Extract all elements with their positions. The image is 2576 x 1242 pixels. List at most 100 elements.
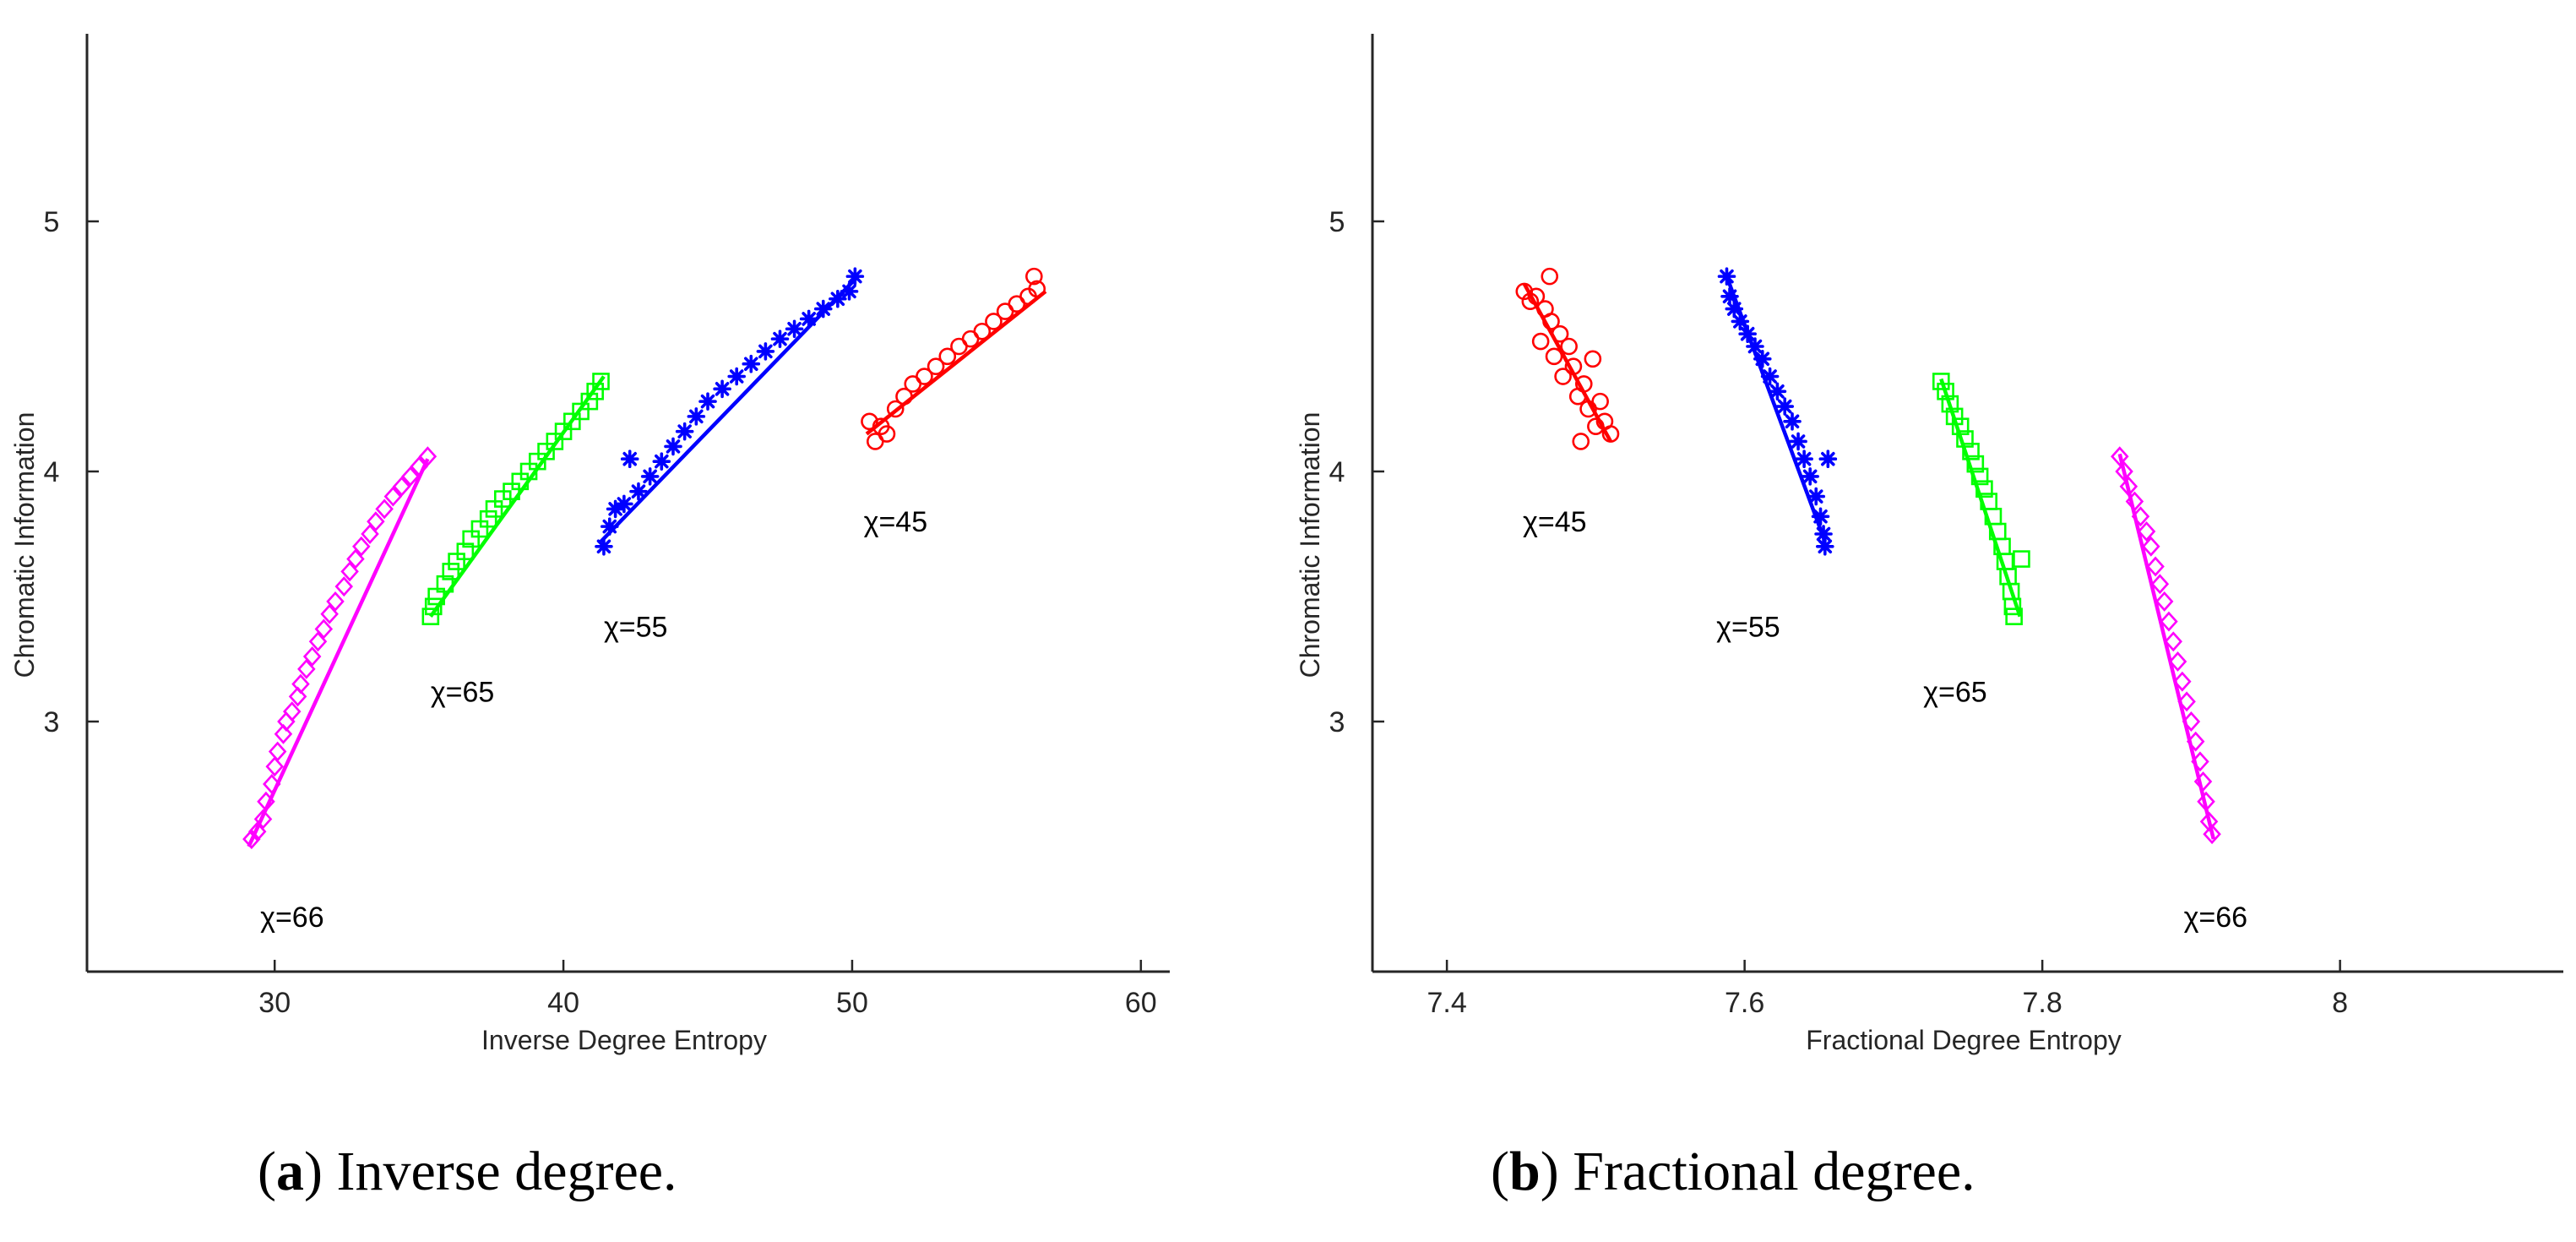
x-tick-label: 7.8: [2022, 987, 2062, 1019]
data-point: [2146, 556, 2165, 577]
data-point: [1801, 467, 1819, 486]
data-point: [1811, 507, 1830, 526]
trend-line: [1725, 275, 1827, 542]
data-point: [1768, 382, 1787, 401]
data-point: [664, 437, 682, 456]
y-tick-label: 5: [1329, 206, 1345, 238]
data-point: [288, 686, 307, 707]
data-point: [392, 476, 411, 497]
data-point: [698, 392, 717, 411]
data-point: [421, 607, 440, 625]
caption-text: Inverse degree.: [336, 1141, 677, 1202]
data-point: [282, 701, 302, 722]
x-tick-label: 8: [2332, 987, 2348, 1019]
data-point: [375, 498, 394, 520]
data-point: [1591, 392, 1609, 411]
data-point: [927, 357, 945, 375]
caption-paren-close: ): [304, 1141, 336, 1202]
data-point: [1818, 449, 1838, 468]
data-point: [2005, 607, 2023, 625]
chart-panel-b: 7.4 7.6 7.8 8 3 4 5 Fractional Degree Entropy Ch…: [1295, 34, 2563, 1202]
data-point: [886, 400, 905, 418]
caption-paren-close: ): [1541, 1141, 1573, 1202]
data-point: [1025, 267, 1043, 286]
data-point: [401, 466, 420, 487]
data-point: [1775, 397, 1795, 416]
data-point: [2168, 651, 2187, 672]
caption-paren-open: (: [258, 1141, 276, 1202]
x-tick-label: 30: [258, 987, 291, 1019]
data-point: [2013, 550, 2030, 568]
data-point: [675, 422, 694, 441]
data-point: [383, 486, 403, 507]
data-point: [620, 449, 639, 468]
data-point: [308, 631, 328, 652]
data-point: [1584, 350, 1602, 368]
data-point: [367, 511, 385, 532]
series-square: [1932, 373, 2030, 625]
data-point: [799, 309, 818, 329]
data-point: [314, 618, 334, 640]
y-tick-label: 3: [44, 706, 60, 738]
series-annotation: χ=45: [864, 506, 928, 538]
data-point: [1746, 337, 1764, 356]
trend-line: [1522, 282, 1612, 443]
data-point: [840, 282, 859, 301]
data-point: [340, 561, 359, 582]
series-circle: [861, 267, 1047, 450]
data-point: [2177, 691, 2196, 712]
data-point: [334, 576, 354, 597]
data-point: [1731, 312, 1750, 331]
data-point: [2164, 631, 2182, 652]
data-point: [1531, 332, 1550, 351]
trend-line: [428, 375, 606, 618]
data-point: [1795, 449, 1813, 468]
data-point: [592, 373, 610, 390]
data-point: [813, 299, 833, 319]
data-point: [1816, 537, 1834, 556]
data-point: [861, 412, 878, 431]
data-point: [1753, 350, 1772, 368]
data-point: [2137, 521, 2156, 542]
data-point: [652, 452, 671, 471]
data-point: [2173, 671, 2192, 692]
series-asterisk: [1717, 267, 1838, 556]
data-point: [1783, 412, 1802, 431]
data-point: [600, 517, 619, 536]
data-point: [985, 313, 1003, 330]
data-point: [2203, 824, 2221, 845]
data-point: [629, 482, 648, 501]
y-tick-label: 5: [44, 206, 60, 238]
data-point: [1720, 287, 1739, 306]
data-point: [242, 829, 261, 850]
data-point: [1541, 267, 1559, 286]
x-tick-label: 7.6: [1725, 987, 1764, 1019]
series-asterisk: [595, 267, 865, 556]
data-point: [595, 537, 613, 556]
data-point: [479, 509, 497, 528]
data-point: [247, 821, 267, 842]
figure-caption: (b) Fractional degree.: [1491, 1141, 1975, 1202]
data-point: [615, 494, 633, 514]
data-point: [606, 499, 625, 519]
data-point: [756, 342, 775, 361]
data-point: [1932, 373, 1950, 390]
data-point: [770, 330, 790, 348]
y-tick-label: 4: [1329, 456, 1345, 488]
data-point: [320, 603, 339, 624]
series-annotation: χ=55: [604, 612, 668, 644]
data-point: [1560, 337, 1578, 356]
series-annotation: χ=55: [1716, 612, 1780, 644]
data-point: [346, 548, 365, 569]
data-point: [418, 446, 437, 467]
data-point: [916, 368, 933, 385]
series-square: [421, 373, 610, 625]
data-point: [713, 379, 731, 399]
data-point: [456, 542, 475, 561]
x-tick-label: 40: [547, 987, 579, 1019]
data-point: [253, 809, 273, 830]
data-point: [1572, 433, 1590, 450]
series-circle: [1515, 267, 1620, 450]
data-point: [326, 591, 345, 612]
